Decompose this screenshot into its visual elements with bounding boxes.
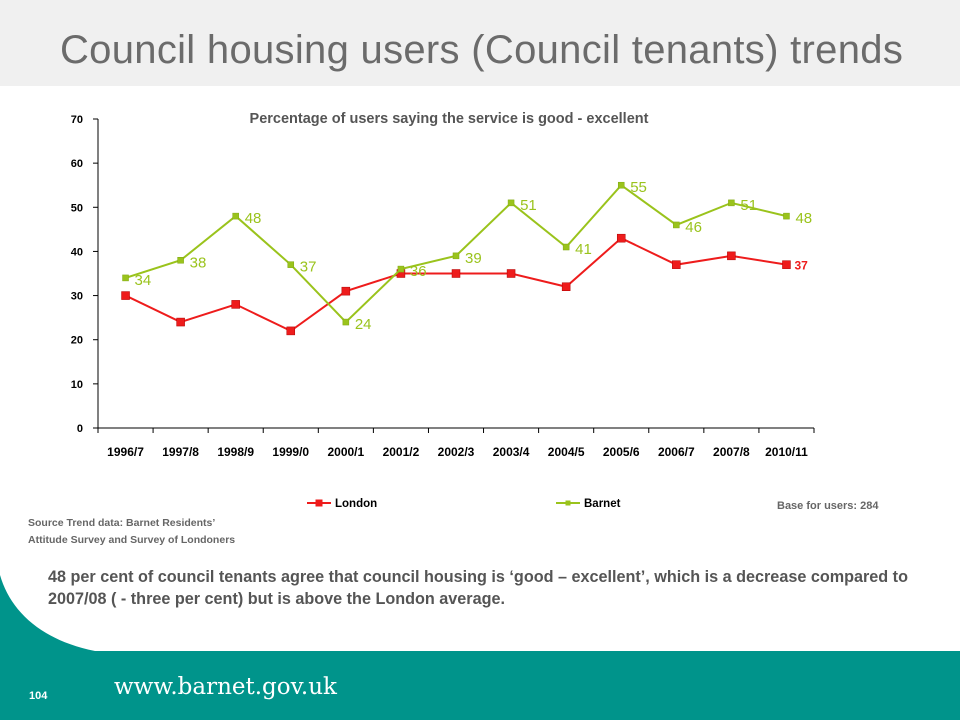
- y-tick-label: 10: [71, 379, 83, 391]
- legend-marker-barnet: [565, 500, 571, 506]
- series-line-london: [125, 236, 787, 333]
- data-point-london: [286, 326, 296, 336]
- data-point-london: [782, 260, 791, 269]
- source-note: Source Trend data: Barnet Residents’ Att…: [28, 515, 235, 549]
- legend-label-london: London: [335, 498, 377, 510]
- data-point-london: [451, 269, 461, 278]
- data-point-london: [727, 251, 736, 261]
- x-tick-label: 2010/11: [765, 445, 808, 459]
- x-tick-label: 2005/6: [603, 445, 640, 459]
- data-point-barnet: [397, 265, 405, 273]
- data-point-barnet: [617, 181, 625, 189]
- data-label-barnet: 55: [630, 179, 647, 196]
- data-point-barnet: [728, 199, 735, 207]
- data-point-barnet: [783, 212, 790, 220]
- data-label-barnet: 34: [135, 272, 152, 289]
- x-tick-label: 1997/8: [162, 445, 199, 459]
- data-point-london: [121, 291, 130, 300]
- x-tick-label: 2007/8: [713, 445, 750, 459]
- y-tick-label: 70: [71, 114, 83, 126]
- data-label-barnet: 46: [685, 219, 702, 236]
- legend-label-barnet: Barnet: [584, 498, 621, 510]
- x-tick-label: 1998/9: [217, 445, 254, 459]
- website-url: www.barnet.gov.uk: [114, 674, 337, 700]
- summary-text: 48 per cent of council tenants agree tha…: [48, 568, 908, 608]
- data-point-barnet: [177, 257, 184, 264]
- data-label-barnet: 48: [795, 210, 812, 227]
- x-tick-label: 1999/0: [272, 445, 309, 459]
- data-label-barnet: 39: [465, 250, 482, 267]
- y-tick-label: 30: [71, 291, 83, 303]
- chart-title: Percentage of users saying the service i…: [250, 111, 649, 127]
- x-tick-label: 2003/4: [493, 445, 530, 459]
- page-number: 104: [29, 690, 48, 702]
- data-point-barnet: [452, 252, 460, 260]
- data-point-london: [672, 260, 681, 269]
- data-point-london: [341, 286, 351, 296]
- y-tick-label: 60: [71, 158, 83, 170]
- data-label-london: 37: [794, 259, 808, 273]
- y-tick-label: 50: [71, 202, 83, 214]
- legend-marker-london: [315, 499, 323, 507]
- x-tick-label: 2001/2: [383, 445, 420, 459]
- data-point-london: [231, 300, 240, 309]
- page-title: Council housing users (Council tenants) …: [60, 28, 904, 72]
- x-tick-label: 1996/7: [107, 445, 144, 459]
- data-label-barnet: 37: [300, 259, 317, 276]
- data-point-barnet: [122, 274, 129, 282]
- data-label-barnet: 41: [575, 241, 592, 258]
- data-point-barnet: [342, 318, 350, 326]
- x-tick-label: 2004/5: [548, 445, 585, 459]
- x-tick-label: 2000/1: [327, 445, 364, 459]
- data-point-london: [506, 269, 516, 278]
- y-tick-label: 20: [71, 335, 83, 347]
- data-label-barnet: 51: [520, 197, 537, 214]
- data-point-barnet: [287, 261, 295, 268]
- source-line-1: Source Trend data: Barnet Residents’: [28, 517, 216, 529]
- data-point-barnet: [673, 221, 680, 229]
- data-point-london: [561, 282, 571, 291]
- x-tick-label: 2002/3: [438, 445, 475, 459]
- data-point-london: [616, 233, 626, 243]
- title-band: [0, 0, 960, 86]
- source-line-2: Attitude Survey and Survey of Londoners: [28, 534, 236, 546]
- data-label-barnet: 24: [355, 316, 372, 333]
- data-label-barnet: 51: [740, 197, 757, 214]
- data-label-barnet: 36: [410, 263, 427, 280]
- x-tick-label: 2006/7: [658, 445, 695, 459]
- base-note: Base for users: 284: [777, 500, 879, 512]
- line-chart: Percentage of users saying the service i…: [71, 111, 815, 510]
- y-tick-label: 40: [71, 246, 83, 258]
- data-label-barnet: 48: [245, 210, 262, 227]
- footer-band: [0, 651, 960, 720]
- data-point-barnet: [562, 243, 570, 251]
- data-point-barnet: [232, 212, 239, 220]
- data-point-london: [176, 317, 185, 327]
- y-tick-label: 0: [77, 423, 83, 435]
- data-label-barnet: 38: [190, 254, 207, 271]
- data-point-barnet: [507, 199, 515, 207]
